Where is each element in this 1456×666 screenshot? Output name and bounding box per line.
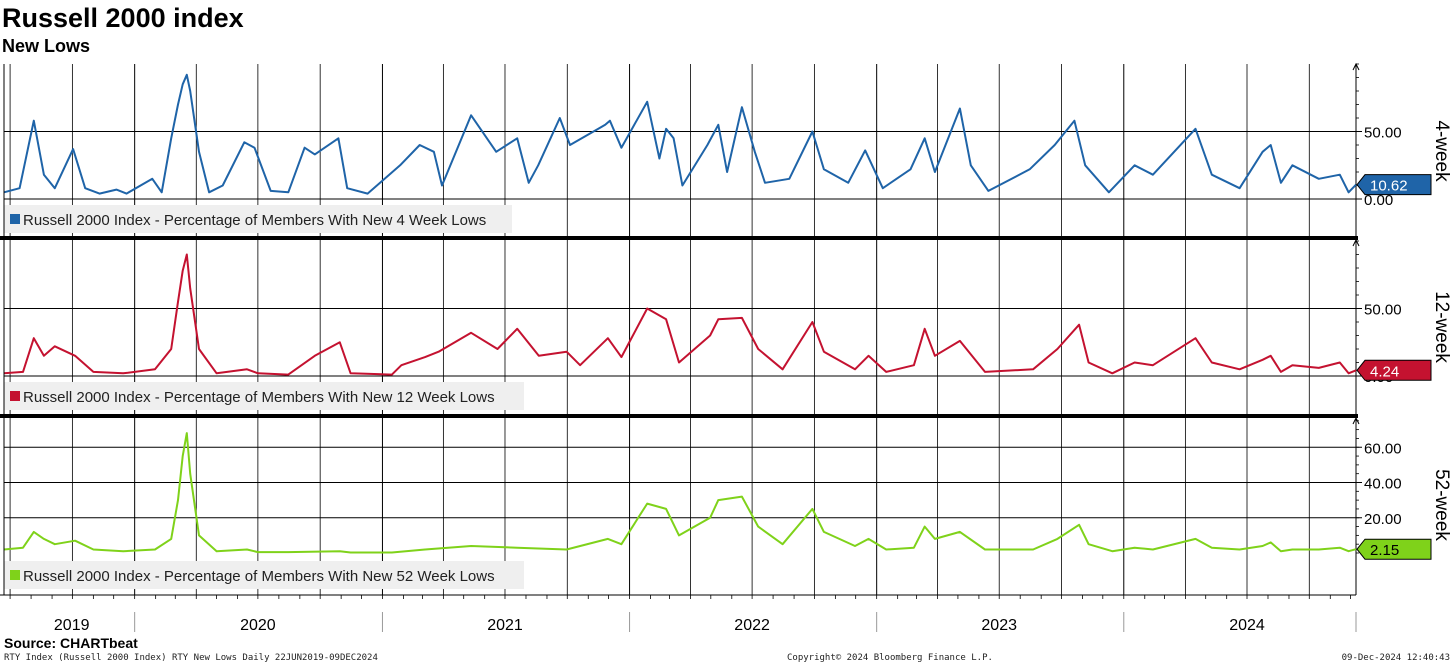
- legend-swatch: [10, 391, 20, 401]
- panel-label: 4-week: [1431, 120, 1452, 182]
- x-tick-label: 2021: [487, 617, 523, 634]
- legend-label: Russell 2000 Index - Percentage of Membe…: [23, 389, 495, 406]
- x-tick-label: 2024: [1229, 617, 1265, 634]
- y-tick-label: 50.00: [1364, 302, 1402, 319]
- last-value-label: 2.15: [1370, 542, 1399, 559]
- x-tick-label: 2023: [981, 617, 1017, 634]
- chart-subtitle: New Lows: [2, 36, 91, 56]
- series-line: [3, 253, 1357, 376]
- y-tick-label: 20.00: [1364, 511, 1402, 528]
- y-tick-label: 50.00: [1364, 125, 1402, 142]
- last-value-tag: [1356, 174, 1432, 196]
- panel-label: 12-week: [1431, 291, 1452, 363]
- panel-label: 52-week: [1431, 469, 1452, 541]
- last-value-tag: [1356, 538, 1432, 560]
- panel-3: 60.00 40.00 20.00 Russell 2000 Index - Perc…: [3, 416, 1452, 595]
- y-axis-arrow: [1352, 62, 1360, 71]
- footer-timestamp: 09-Dec-2024 12:40:43: [1341, 653, 1450, 663]
- panel-separator: [0, 236, 1358, 240]
- footer-instrument-info: RTY Index (Russell 2000 Index) RTY New L…: [4, 653, 378, 663]
- legend-box: [4, 561, 524, 589]
- legend-box: [4, 205, 512, 233]
- series-line: [3, 432, 1357, 554]
- y-tick-label: 60.00: [1364, 440, 1402, 457]
- last-value-tag: [1356, 359, 1432, 381]
- legend-label: Russell 2000 Index - Percentage of Membe…: [23, 212, 486, 229]
- last-value-label: 10.62: [1370, 178, 1408, 195]
- x-tick-label: 2020: [240, 617, 276, 634]
- legend-box: [4, 382, 524, 410]
- chart-title: Russell 2000 index: [2, 3, 244, 33]
- y-tick-label: 40.00: [1364, 476, 1402, 493]
- legend-swatch: [10, 570, 20, 580]
- y-tick-label: 0.00: [1364, 192, 1393, 209]
- footer-copyright: Copyright© 2024 Bloomberg Finance L.P.: [787, 653, 993, 663]
- x-tick-label: 2019: [54, 617, 90, 634]
- series-line: [3, 73, 1357, 195]
- legend-swatch: [10, 214, 20, 224]
- legend-label: Russell 2000 Index - Percentage of Membe…: [23, 568, 495, 585]
- last-value-label: 4.24: [1370, 363, 1399, 380]
- panel-separator: [0, 414, 1358, 418]
- source-note: Source: CHARTbeat: [4, 635, 138, 651]
- x-tick-label: 2022: [734, 617, 770, 634]
- panel-1: 50.00 0.00 Russell 2000 Index - Percentage…: [3, 62, 1452, 237]
